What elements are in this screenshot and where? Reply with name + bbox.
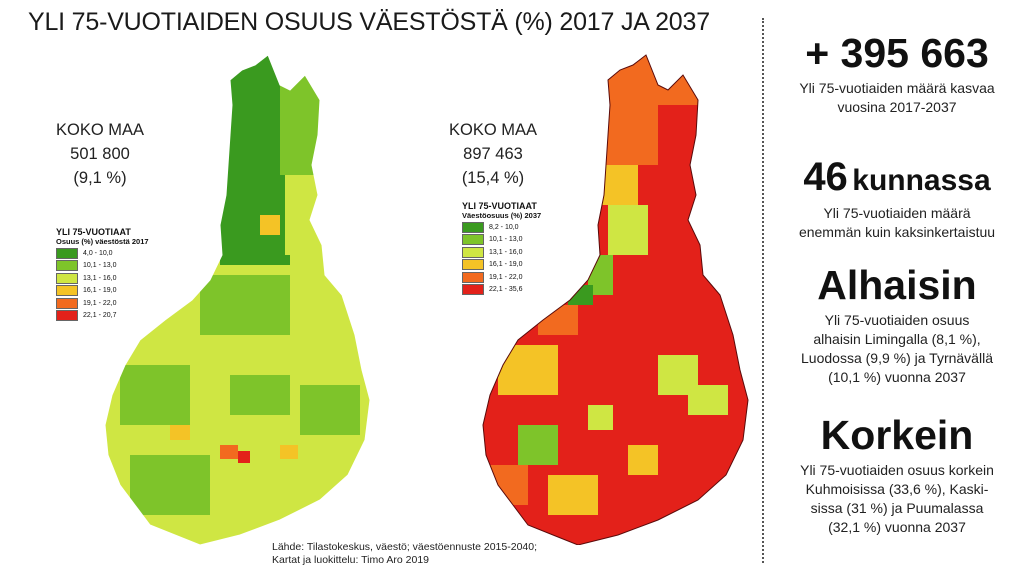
stat-kunnassa: 46 kunnassa Yli 75-vuotiaiden määrä enem… — [770, 155, 1024, 242]
legend-label: 10,1 - 13,0 — [83, 262, 117, 269]
divider — [762, 18, 764, 563]
koko-maa-label: KOKO MAA — [55, 121, 145, 139]
stat-lowest: Alhaisin Yli 75-vuotiaiden osuus alhaisi… — [770, 262, 1024, 387]
legend-swatch — [462, 259, 484, 270]
legend-swatch — [462, 271, 484, 283]
legend-label: 4,0 - 10,0 — [83, 249, 113, 257]
legend-label: 13,1 - 16,0 — [83, 274, 117, 282]
increase-value: + 395 663 — [805, 30, 989, 76]
legend-subtitle: Osuus (%) väestöstä 2017 — [56, 237, 149, 246]
legend-label: 19,1 - 22,0 — [489, 273, 523, 281]
lowest-line-3: Luodossa (9,9 %) ja Tyrnävällä — [801, 350, 993, 366]
highest-line-4: (32,1 %) vuonna 2037 — [828, 519, 966, 535]
kunnassa-word: kunnassa — [852, 164, 991, 197]
legend-swatch — [56, 285, 78, 296]
legend-item: 22,1 - 20,7 — [56, 310, 149, 321]
legend-2037: YLI 75-VUOTIAAT Väestöosuus (%) 2037 8,2… — [462, 202, 541, 295]
legend-item: 19,1 - 22,0 — [462, 271, 541, 283]
legend-item: 13,1 - 16,0 — [462, 246, 541, 258]
legend-item: 16,1 - 19,0 — [462, 259, 541, 270]
legend-swatch — [56, 247, 78, 259]
highest-line-3: sissa (31 %) ja Puumalassa — [810, 500, 984, 516]
koko-maa-value: 501 800 — [70, 145, 130, 163]
legend-swatch — [56, 297, 78, 309]
legend-label: 16,1 - 19,0 — [489, 261, 523, 268]
map-2017 — [80, 45, 390, 545]
koko-maa-2037: KOKO MAA 897 463 (15,4 %) — [438, 118, 548, 190]
legend-swatch — [56, 310, 78, 321]
legend-swatch — [462, 246, 484, 258]
legend-2017: YLI 75-VUOTIAAT Osuus (%) väestöstä 2017… — [56, 228, 149, 321]
legend-swatch — [462, 284, 484, 295]
source-line-1: Lähde: Tilastokeskus, väestö; väestöennu… — [272, 541, 538, 553]
koko-maa-pct: (9,1 %) — [73, 169, 127, 187]
legend-title: YLI 75-VUOTIAAT — [462, 201, 537, 211]
lowest-line-4: (10,1 %) vuonna 2037 — [828, 369, 966, 385]
highest-line-1: Yli 75-vuotiaiden osuus korkein — [800, 462, 994, 478]
increase-line-2: vuosina 2017-2037 — [837, 99, 957, 115]
legend-item: 4,0 - 10,0 — [56, 247, 149, 259]
legend-item: 13,1 - 16,0 — [56, 272, 149, 284]
kunnassa-line-2: enemmän kuin kaksinkertaistuu — [798, 224, 996, 240]
legend-swatch — [462, 234, 484, 245]
legend-item: 10,1 - 13,0 — [462, 234, 541, 245]
legend-item: 10,1 - 13,0 — [56, 260, 149, 271]
increase-line-1: Yli 75-vuotiaiden määrä kasvaa — [799, 80, 995, 96]
legend-label: 22,1 - 35,6 — [489, 286, 523, 293]
kunnassa-number: 46 — [803, 155, 848, 199]
legend-label: 10,1 - 13,0 — [489, 236, 523, 243]
koko-maa-value: 897 463 — [463, 145, 523, 163]
lowest-line-1: Yli 75-vuotiaiden osuus — [824, 312, 970, 328]
legend-item: 19,1 - 22,0 — [56, 297, 149, 309]
legend-label: 19,1 - 22,0 — [83, 299, 117, 307]
koko-maa-label: KOKO MAA — [448, 121, 538, 139]
legend-label: 8,2 - 10,0 — [489, 223, 519, 231]
legend-label: 22,1 - 20,7 — [83, 312, 117, 319]
highest-line-2: Kuhmoisissa (33,6 %), Kaski- — [805, 481, 989, 497]
map-2037 — [458, 45, 768, 545]
legend-item: 22,1 - 35,6 — [462, 284, 541, 295]
legend-label: 16,1 - 19,0 — [83, 287, 117, 294]
lowest-line-2: alhaisin Limingalla (8,1 %), — [813, 331, 981, 347]
legend-swatch — [56, 260, 78, 271]
source-line-2: Kartat ja luokittelu: Timo Aro 2019 — [272, 554, 430, 566]
stat-highest: Korkein Yli 75-vuotiaiden osuus korkein … — [770, 412, 1024, 537]
legend-swatch — [56, 272, 78, 284]
legend-item: 16,1 - 19,0 — [56, 285, 149, 296]
highest-heading: Korkein — [820, 412, 974, 458]
legend-title: YLI 75-VUOTIAAT — [56, 227, 131, 237]
legend-label: 13,1 - 16,0 — [489, 248, 523, 256]
legend-subtitle: Väestöosuus (%) 2037 — [462, 211, 542, 220]
source-note: Lähde: Tilastokeskus, väestö; väestöennu… — [272, 541, 537, 567]
koko-maa-pct: (15,4 %) — [461, 169, 525, 187]
stat-increase: + 395 663 Yli 75-vuotiaiden määrä kasvaa… — [770, 30, 1024, 117]
legend-swatch — [462, 221, 484, 233]
legend-item: 8,2 - 10,0 — [462, 221, 541, 233]
page-title: YLI 75-VUOTIAIDEN OSUUS VÄESTÖSTÄ (%) 20… — [28, 8, 710, 36]
koko-maa-2017: KOKO MAA 501 800 (9,1 %) — [45, 118, 155, 190]
kunnassa-line-1: Yli 75-vuotiaiden määrä — [823, 205, 971, 221]
lowest-heading: Alhaisin — [817, 262, 977, 308]
